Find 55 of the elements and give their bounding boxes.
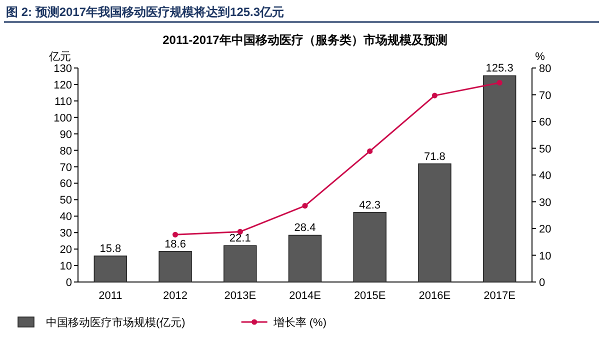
y-axis-title: 亿元: [48, 51, 71, 63]
data-label: 28.4: [294, 222, 316, 234]
y2-tick-label: 60: [539, 116, 552, 128]
y2-tick-label: 30: [539, 196, 552, 209]
point: [432, 92, 438, 98]
y-tick-label: 20: [60, 244, 72, 256]
y-tick-label: 90: [60, 128, 72, 141]
data-label: 125.3: [486, 62, 514, 75]
point: [172, 232, 178, 238]
y2-tick-label: 10: [539, 250, 552, 262]
y2-tick-label: 70: [539, 90, 552, 102]
data-label: 42.3: [359, 199, 381, 212]
x-tick-label: 2012: [163, 290, 188, 302]
point: [367, 148, 373, 154]
x-tick-label: 2014E: [289, 290, 321, 302]
x-tick-label: 2013E: [224, 290, 256, 302]
y2-axis-title: %: [535, 51, 546, 63]
bar: [418, 163, 452, 282]
chart-subtitle: 2011-2017年中国移动医疗（服务类）市场规模及预测: [162, 33, 448, 47]
y-tick-label: 110: [54, 96, 72, 108]
y-tick-label: 50: [60, 194, 72, 207]
y-tick-label: 130: [54, 63, 72, 75]
x-tick-label: 2011: [98, 290, 122, 302]
y2-tick-label: 50: [539, 143, 552, 156]
y-tick-label: 60: [60, 178, 72, 190]
data-label: 18.6: [164, 238, 186, 250]
legend-label: 中国移动医疗市场规模(亿元): [46, 316, 186, 329]
y-tick-label: 70: [60, 162, 72, 174]
legend-label: 增长率 (%): [272, 316, 326, 329]
y-tick-label: 120: [54, 79, 72, 92]
y2-tick-label: 20: [539, 224, 552, 236]
bar: [224, 245, 257, 282]
chart-title: 图 2: 预测2017年我国移动医疗规模将达到125.3亿元: [6, 5, 284, 19]
y2-tick-label: 0: [539, 277, 546, 289]
y2-tick-label: 80: [539, 63, 552, 75]
x-tick-label: 2015E: [354, 290, 386, 302]
data-label: 71.8: [424, 150, 446, 163]
bar: [158, 250, 192, 282]
y-tick-label: 30: [60, 228, 72, 240]
bar: [288, 234, 322, 282]
y-tick-label: 10: [60, 260, 72, 273]
x-tick-label: 2016E: [418, 290, 451, 302]
bar: [353, 212, 386, 282]
x-tick-label: 2017E: [484, 290, 516, 302]
bar: [94, 256, 128, 282]
y-tick-label: 0: [66, 277, 72, 289]
data-label: 22.1: [229, 232, 251, 245]
point: [302, 202, 308, 209]
y-tick-label: 100: [54, 112, 72, 124]
bar: [482, 75, 516, 282]
data-label: 15.8: [100, 242, 122, 255]
point: [496, 80, 502, 86]
y-tick-label: 80: [60, 145, 72, 158]
y-tick-label: 40: [60, 211, 72, 224]
y2-tick-label: 40: [539, 170, 552, 182]
